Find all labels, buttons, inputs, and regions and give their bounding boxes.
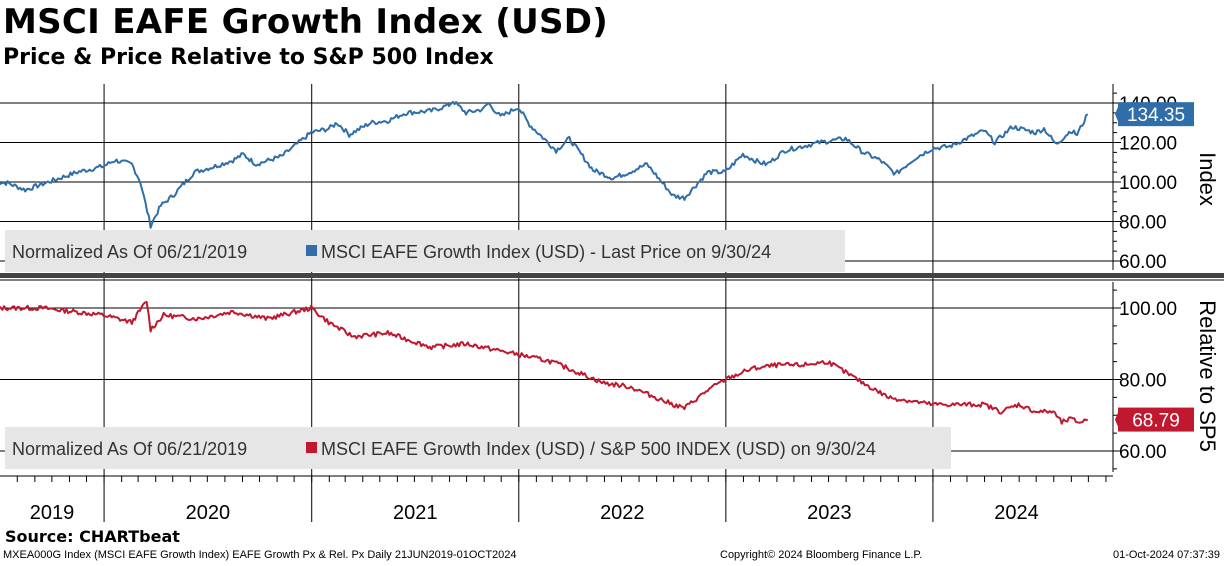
- x-tick-label-2023: 2023: [807, 502, 852, 524]
- footer-timestamp: 01-Oct-2024 07:37:39: [1112, 549, 1220, 561]
- top-last-value-label: 134.35: [1127, 105, 1185, 126]
- x-tick-label-2021: 2021: [393, 502, 438, 524]
- bottom-last-value-badge: [1118, 407, 1194, 432]
- top-y-tick-label-60: 60.00: [1119, 252, 1167, 273]
- chart-title: MSCI EAFE Growth Index (USD): [3, 2, 609, 42]
- bottom-last-value-label: 68.79: [1132, 411, 1180, 432]
- top-legend-box: [5, 230, 845, 272]
- top-y-axis-title: Index: [1195, 152, 1220, 206]
- panel-separator: [0, 273, 1224, 278]
- top-y-tick-label-100: 100.00: [1119, 173, 1177, 194]
- top-legend-prefix: Normalized As Of 06/21/2019: [12, 242, 247, 262]
- source-note: Source: CHARTbeat: [5, 527, 180, 546]
- bottom-legend-prefix: Normalized As Of 06/21/2019: [12, 439, 247, 459]
- bottom-legend-box: [5, 427, 951, 469]
- bottom-legend-swatch: [306, 442, 317, 453]
- x-tick-label-2019: 2019: [30, 502, 75, 524]
- top-y-tick-label-80: 80.00: [1119, 213, 1167, 234]
- x-tick-label-2022: 2022: [600, 502, 645, 524]
- bottom-legend-label: MSCI EAFE Growth Index (USD) / S&P 500 I…: [321, 439, 876, 459]
- x-tick-label-2024: 2024: [994, 502, 1039, 524]
- footer-copyright: Copyright© 2024 Bloomberg Finance L.P.: [720, 549, 923, 561]
- footer-ticker-info: MXEA000G Index (MSCI EAFE Growth Index) …: [3, 549, 517, 561]
- top-series-line: [0, 100, 1089, 229]
- bottom-y-tick-label-100: 100.00: [1119, 299, 1177, 320]
- chart-subtitle: Price & Price Relative to S&P 500 Index: [3, 45, 494, 70]
- top-y-tick-label-120: 120.00: [1119, 134, 1177, 155]
- x-tick-label-2020: 2020: [186, 502, 231, 524]
- bottom-y-axis-title: Relative to SP5: [1195, 300, 1220, 452]
- bottom-y-tick-label-60: 60.00: [1119, 442, 1167, 463]
- top-last-value-badge: [1118, 102, 1194, 127]
- bottom-series-line: [0, 300, 1089, 425]
- bottom-y-tick-label-80: 80.00: [1119, 371, 1167, 392]
- top-legend-label: MSCI EAFE Growth Index (USD) - Last Pric…: [321, 242, 771, 262]
- top-legend-swatch: [306, 245, 317, 256]
